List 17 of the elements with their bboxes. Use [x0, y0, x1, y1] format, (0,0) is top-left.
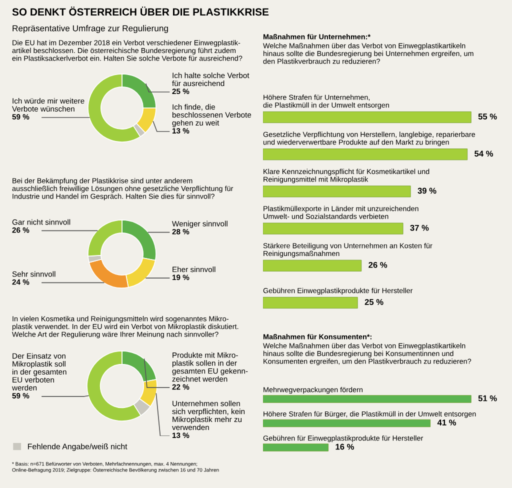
data-label: 41 %: [437, 420, 456, 426]
bar: [263, 111, 472, 124]
data-label: 25 %: [364, 299, 384, 305]
bar: [263, 222, 404, 234]
bar: [263, 186, 411, 198]
data-label: 37 %: [410, 224, 429, 231]
data-label: 54 %: [474, 150, 494, 157]
bar: [263, 260, 362, 272]
bar: [263, 148, 468, 160]
data-label: 26 %: [368, 262, 388, 268]
data-label: 51 %: [478, 395, 497, 402]
bar: [263, 296, 358, 309]
data-label: 55 %: [478, 114, 497, 120]
chart-subtitle: Repräsentative Umfrage zur Regulierung: [12, 25, 168, 34]
chart-title: SO DENKT ÖSTERREICH ÜBER DIE PLASTIKKRISE: [12, 6, 269, 16]
data-label: 16 %: [336, 444, 354, 450]
data-label: 39 %: [418, 188, 436, 194]
